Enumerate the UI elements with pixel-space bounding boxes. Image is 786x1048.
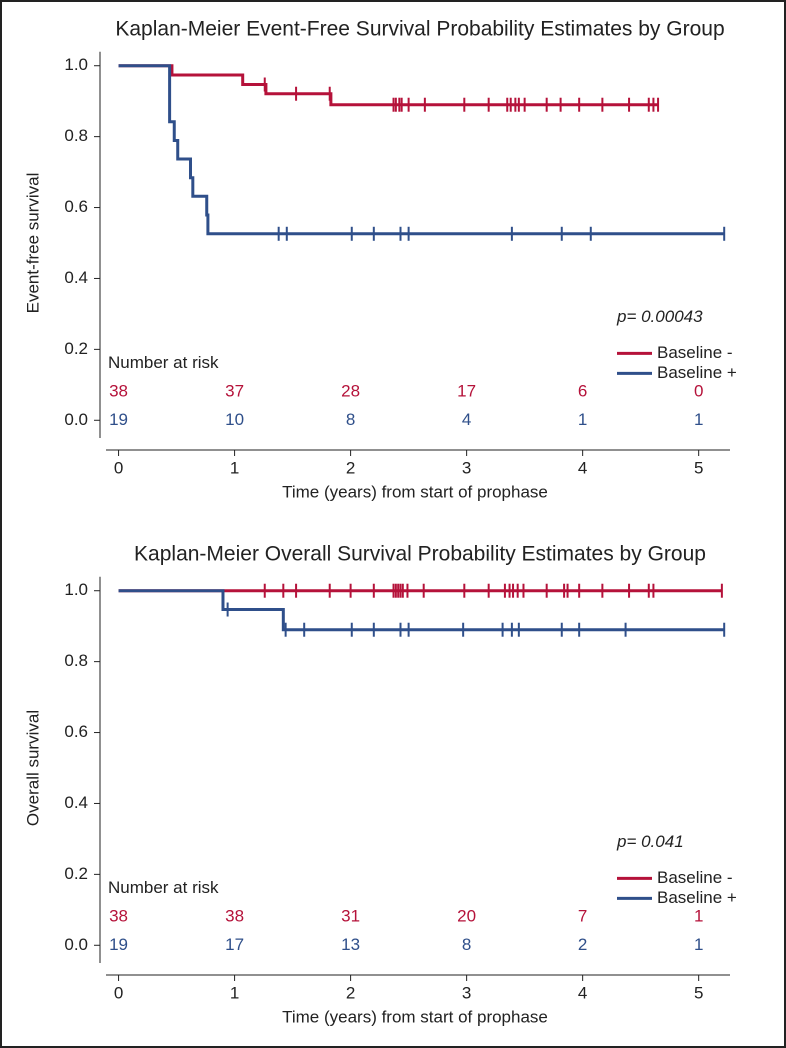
y-tick-label: 0.8 <box>64 651 88 670</box>
y-tick-label: 0.4 <box>64 268 88 287</box>
x-tick-label: 4 <box>578 458 587 477</box>
survival-curve <box>118 64 725 236</box>
y-tick-label: 0.8 <box>64 126 88 145</box>
x-tick-label: 0 <box>114 983 123 1002</box>
y-tick-label: 0.2 <box>64 864 88 883</box>
risk-count: 6 <box>578 381 587 400</box>
risk-count: 20 <box>457 906 476 925</box>
x-tick-label: 2 <box>346 983 355 1002</box>
survival-curve <box>118 64 659 107</box>
legend-label: Baseline - <box>657 868 733 887</box>
risk-count: 17 <box>225 935 244 954</box>
chart-title: Kaplan-Meier Overall Survival Probabilit… <box>134 543 706 566</box>
risk-count: 8 <box>346 410 355 429</box>
risk-count: 1 <box>694 906 703 925</box>
risk-count: 19 <box>109 935 128 954</box>
risk-count: 31 <box>341 906 360 925</box>
p-value: p= 0.00043 <box>616 307 703 326</box>
risk-count: 2 <box>578 935 587 954</box>
y-tick-label: 0.0 <box>64 935 88 954</box>
y-tick-label: 1.0 <box>64 55 88 74</box>
x-tick-label: 3 <box>462 983 471 1002</box>
risk-count: 38 <box>109 906 128 925</box>
legend-label: Baseline - <box>657 343 733 362</box>
legend-label: Baseline + <box>657 363 737 382</box>
risk-count: 19 <box>109 410 128 429</box>
risk-count: 13 <box>341 935 360 954</box>
risk-count: 38 <box>109 381 128 400</box>
y-axis-label: Overall survival <box>23 710 42 826</box>
risk-count: 37 <box>225 381 244 400</box>
risk-count: 17 <box>457 381 476 400</box>
risk-count: 4 <box>462 410 471 429</box>
x-tick-label: 1 <box>230 458 239 477</box>
risk-count: 7 <box>578 906 587 925</box>
x-tick-label: 5 <box>694 458 703 477</box>
x-tick-label: 0 <box>114 458 123 477</box>
p-value: p= 0.041 <box>616 832 684 851</box>
risk-count: 10 <box>225 410 244 429</box>
x-tick-label: 2 <box>346 458 355 477</box>
risk-count: 0 <box>694 381 703 400</box>
y-tick-label: 0.0 <box>64 410 88 429</box>
y-axis-label: Event-free survival <box>23 173 42 314</box>
risk-count: 38 <box>225 906 244 925</box>
survival-curve <box>118 589 725 632</box>
y-tick-label: 0.4 <box>64 793 88 812</box>
legend-label: Baseline + <box>657 888 737 907</box>
risk-count: 1 <box>578 410 587 429</box>
x-tick-label: 4 <box>578 983 587 1002</box>
x-axis-label: Time (years) from start of prophase <box>282 1007 548 1026</box>
x-tick-label: 3 <box>462 458 471 477</box>
y-tick-label: 0.2 <box>64 339 88 358</box>
y-tick-label: 0.6 <box>64 722 88 741</box>
risk-count: 1 <box>694 410 703 429</box>
risk-count: 8 <box>462 935 471 954</box>
risk-label: Number at risk <box>108 353 219 372</box>
x-tick-label: 5 <box>694 983 703 1002</box>
risk-count: 28 <box>341 381 360 400</box>
y-tick-label: 1.0 <box>64 580 88 599</box>
y-tick-label: 0.6 <box>64 197 88 216</box>
risk-count: 1 <box>694 935 703 954</box>
x-axis-label: Time (years) from start of prophase <box>282 482 548 501</box>
x-tick-label: 1 <box>230 983 239 1002</box>
risk-label: Number at risk <box>108 878 219 897</box>
chart-title: Kaplan-Meier Event-Free Survival Probabi… <box>115 18 724 41</box>
